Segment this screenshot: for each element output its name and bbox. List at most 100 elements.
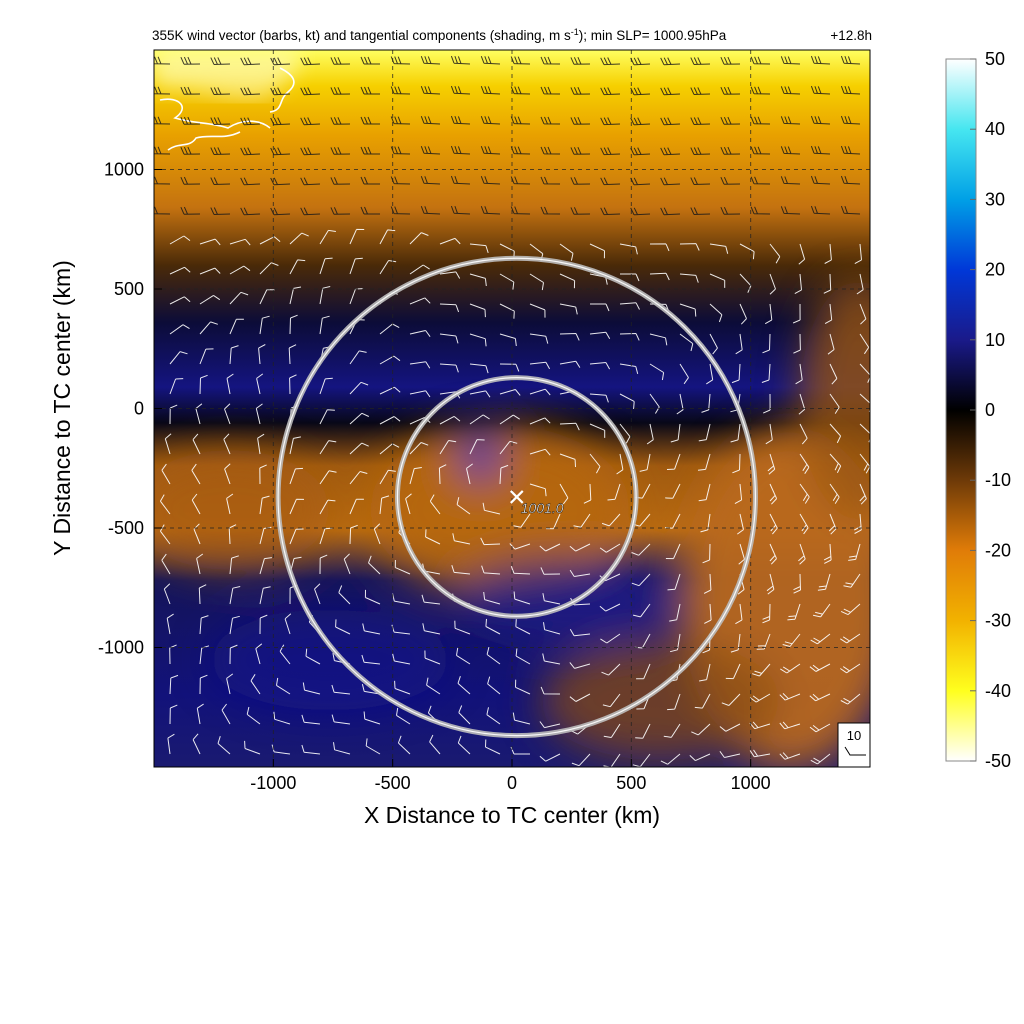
wind-barb [734, 483, 743, 505]
wind-barb [762, 393, 771, 414]
wind-barb [289, 374, 297, 395]
wind-barb [360, 146, 380, 155]
wind-barb [823, 543, 832, 564]
wind-barb [721, 693, 741, 706]
wind-barb [840, 633, 861, 644]
wind-barb [180, 86, 201, 95]
wind-barb [795, 363, 803, 385]
wind-barb [199, 238, 221, 246]
wind-barb [330, 207, 351, 215]
wind-barb [458, 705, 471, 725]
wind-barb [840, 175, 861, 185]
wind-barb [210, 177, 231, 185]
wind-barb [823, 273, 832, 294]
wind-barb [180, 176, 201, 185]
wind-barb [457, 676, 471, 695]
wind-barb [195, 403, 203, 425]
wind-barb [690, 177, 711, 185]
wind-barb [226, 673, 234, 695]
wind-barb [583, 483, 592, 504]
wind-barb [840, 85, 861, 95]
wind-barb [690, 147, 711, 155]
wind-barb [616, 453, 624, 475]
wind-barb [817, 573, 831, 591]
wind-barb [529, 448, 551, 456]
wind-barb [510, 116, 531, 125]
wind-barb [510, 566, 531, 575]
wind-barb [373, 523, 381, 545]
wind-barb [559, 333, 580, 341]
wind-barb [730, 423, 741, 443]
wind-barb [349, 412, 370, 425]
wind-barb [379, 355, 401, 365]
wind-barb [154, 116, 171, 125]
wind-barb [330, 177, 351, 185]
wind-barb [529, 303, 546, 318]
wind-barb [600, 57, 621, 66]
wind-barb [409, 264, 430, 275]
wind-barb [635, 723, 651, 739]
wind-barb [824, 243, 832, 264]
wind-barb [540, 176, 561, 185]
wind-barb [163, 583, 171, 605]
wind-barb [256, 373, 264, 395]
x-tick-label: 1000 [731, 773, 771, 793]
wind-barb [240, 57, 261, 66]
wind-barb [439, 271, 461, 279]
shading-features [154, 280, 870, 767]
wind-barb [529, 388, 551, 396]
wind-barb [481, 565, 501, 575]
wind-barb [360, 116, 380, 125]
wind-barb [154, 86, 171, 95]
wind-barb [690, 57, 711, 65]
wind-barb [420, 86, 441, 95]
wind-barb [191, 463, 201, 485]
wind-barb [300, 147, 321, 156]
wind-barb [540, 206, 561, 215]
wind-barb [619, 363, 639, 375]
wind-barb [513, 513, 531, 528]
wind-barb [229, 291, 249, 305]
wind-barb [589, 331, 611, 340]
wind-barb [409, 390, 431, 398]
wind-barb [704, 603, 712, 624]
x-tick-label: -500 [375, 773, 411, 793]
wind-barb [769, 483, 778, 505]
wind-barb [646, 423, 654, 445]
wind-barb [480, 86, 501, 95]
wind-barbs [154, 55, 870, 767]
wind-barb [600, 207, 621, 216]
wind-barb [750, 206, 771, 215]
wind-barb [450, 115, 471, 125]
wind-barb [739, 243, 755, 260]
wind-barb [229, 644, 238, 665]
wind-barb [499, 333, 517, 347]
wind-barb [169, 351, 188, 365]
wind-barb [600, 177, 621, 186]
wind-barb [199, 348, 214, 365]
wind-barb [599, 543, 621, 553]
wind-barb [192, 433, 201, 455]
wind-barb [349, 381, 369, 395]
wind-barb [469, 333, 487, 347]
wind-barb [365, 738, 381, 755]
wind-barb [169, 266, 191, 275]
wind-barb [539, 721, 561, 729]
wind-barb [828, 513, 837, 535]
wind-barb [679, 243, 700, 251]
wind-barb [762, 603, 771, 624]
wind-barb [229, 586, 241, 605]
wind-barb [349, 257, 363, 275]
wind-barb [619, 243, 638, 255]
wind-barb [840, 693, 861, 705]
wind-barb [199, 615, 209, 635]
wind-barb [690, 207, 711, 215]
wind-barb [363, 711, 381, 725]
wind-barb [756, 633, 771, 650]
wind-barb [429, 734, 441, 755]
wind-barb [529, 483, 547, 497]
wind-barb [450, 205, 471, 215]
wind-barb [180, 146, 201, 155]
wind-barb [780, 56, 801, 65]
wind-barb [483, 591, 501, 605]
